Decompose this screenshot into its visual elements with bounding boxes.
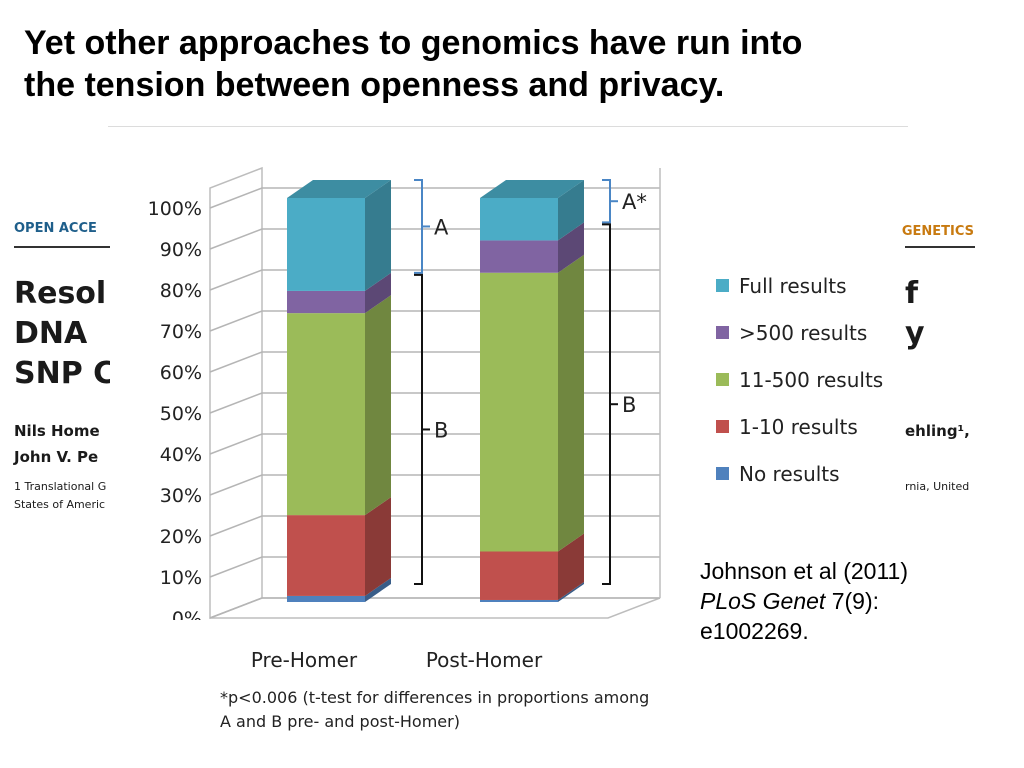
bar-segment-side bbox=[558, 180, 584, 241]
legend-label: >500 results bbox=[739, 320, 868, 345]
chart-legend: Full results >500 results 11-500 results 1-… bbox=[716, 262, 883, 497]
y-tick-label: 80% bbox=[160, 280, 202, 302]
legend-item: Full results bbox=[716, 262, 883, 309]
paper-title-line-3: SNP C bbox=[14, 356, 116, 391]
bracket bbox=[602, 223, 611, 585]
bar-segment-side bbox=[558, 222, 584, 273]
title-divider bbox=[108, 126, 908, 127]
bar-segment-side bbox=[365, 295, 391, 516]
bar-segment bbox=[480, 272, 558, 552]
y-tick-label: 100% bbox=[148, 198, 202, 220]
legend-label: Full results bbox=[739, 273, 847, 298]
paper-title-right-2: y bbox=[905, 316, 925, 351]
bar-segment bbox=[287, 515, 365, 596]
category-label-pre-homer: Pre-Homer bbox=[250, 648, 358, 672]
gridline bbox=[209, 515, 660, 537]
footnote-line-2: A and B pre- and post-Homer) bbox=[220, 712, 460, 731]
gridline bbox=[209, 187, 660, 209]
citation-authors: Johnson et al (2011) bbox=[700, 558, 908, 584]
bar-segment-side bbox=[365, 272, 391, 314]
legend-swatch bbox=[716, 420, 729, 433]
gridline bbox=[209, 556, 660, 578]
y-tick-label: 50% bbox=[160, 403, 202, 425]
y-tick-label: 30% bbox=[160, 485, 202, 507]
bar-segment bbox=[480, 240, 558, 273]
open-access-logo: OPEN ACCE bbox=[14, 221, 97, 236]
bar-top bbox=[480, 180, 584, 198]
bar-segment bbox=[480, 551, 558, 600]
legend-item: >500 results bbox=[716, 309, 883, 356]
paper-rule-right bbox=[905, 246, 975, 248]
chart-floor bbox=[209, 597, 661, 619]
bar-segment bbox=[287, 313, 365, 516]
legend-item: 11-500 results bbox=[716, 356, 883, 403]
bar-segment-side bbox=[558, 533, 584, 600]
legend-swatch bbox=[716, 279, 729, 292]
citation-id: e1002269. bbox=[700, 618, 809, 644]
bracket-label: B bbox=[434, 418, 448, 442]
y-tick-label: 90% bbox=[160, 239, 202, 261]
y-tick-label: 70% bbox=[160, 321, 202, 343]
legend-swatch bbox=[716, 326, 729, 339]
slide-title-line-1: Yet other approaches to genomics have ru… bbox=[24, 24, 803, 62]
paper-authors-right: ehling¹, bbox=[905, 422, 970, 440]
bracket bbox=[414, 179, 423, 274]
bar-segment bbox=[287, 290, 365, 314]
bar-segment-side bbox=[365, 497, 391, 596]
bracket-label: A bbox=[434, 215, 449, 239]
open-access-logo-text: OPEN ACCE bbox=[14, 221, 97, 236]
bracket bbox=[414, 273, 423, 585]
legend-item: No results bbox=[716, 450, 883, 497]
bar-segment bbox=[287, 198, 365, 291]
stacked-bar-chart: 0% 10% 20% 30% 40% 50% 60% 70% 80% 90% 100% A B A* B bbox=[148, 166, 661, 620]
paper-title-line-1: Resol bbox=[14, 276, 107, 311]
paper-affiliation-line-2: States of Americ bbox=[14, 498, 106, 511]
footnote-line-1: *p<0.006 (t-test for differences in prop… bbox=[220, 688, 650, 707]
y-tick-label: 60% bbox=[160, 362, 202, 384]
category-label-post-homer: Post-Homer bbox=[425, 648, 543, 672]
side-wall bbox=[209, 166, 263, 620]
gridline bbox=[209, 269, 660, 291]
paper-authors-line-1: Nils Home bbox=[14, 422, 100, 440]
gridline bbox=[209, 310, 660, 332]
bar-segment bbox=[287, 595, 365, 602]
paper-title-line-2: DNA bbox=[14, 316, 88, 351]
bar-segment-side bbox=[365, 180, 391, 291]
chart-panel: 0% 10% 20% 30% 40% 50% 60% 70% 80% 90% 100% A B A* B bbox=[110, 150, 900, 620]
legend-label: 11-500 results bbox=[739, 367, 884, 392]
paper-affiliation-right: rnia, United bbox=[905, 480, 970, 493]
legend-swatch bbox=[716, 467, 729, 480]
slide-title-line-2: the tension between openness and privacy… bbox=[24, 66, 725, 104]
slide-title: Yet other approaches to genomics have ru… bbox=[24, 22, 984, 106]
paper-title-right-1: f bbox=[905, 276, 919, 311]
legend-swatch bbox=[716, 373, 729, 386]
paper-authors-line-2: John V. Pe bbox=[14, 448, 99, 466]
y-tick-label: 20% bbox=[160, 526, 202, 548]
bar-top bbox=[287, 180, 391, 198]
bar-segment bbox=[480, 599, 558, 602]
bracket-label: A* bbox=[622, 190, 647, 214]
bar-segment-side bbox=[365, 577, 391, 602]
gridline bbox=[209, 392, 660, 414]
chart-footnote: *p<0.006 (t-test for differences in prop… bbox=[220, 686, 720, 734]
paper-affiliation-line-1: 1 Translational G bbox=[14, 480, 107, 493]
bar-segment-side bbox=[558, 254, 584, 552]
y-tick-label: 0% bbox=[172, 608, 202, 620]
gridline bbox=[209, 474, 660, 496]
bracket-label: B bbox=[622, 393, 636, 417]
legend-label: No results bbox=[739, 461, 840, 486]
y-tick-label: 10% bbox=[160, 567, 202, 589]
y-tick-label: 40% bbox=[160, 444, 202, 466]
legend-label: 1-10 results bbox=[739, 414, 858, 439]
citation-journal: PLoS Genet bbox=[700, 588, 826, 614]
citation-volume: 7(9): bbox=[825, 588, 879, 614]
bracket bbox=[602, 179, 611, 224]
journal-name-fragment: GENETICS bbox=[901, 224, 974, 239]
bar-segment bbox=[480, 198, 558, 241]
citation: Johnson et al (2011) PLoS Genet 7(9): e1… bbox=[700, 556, 908, 646]
paper-rule-left bbox=[14, 246, 110, 248]
bar-segment-side bbox=[558, 581, 584, 602]
legend-item: 1-10 results bbox=[716, 403, 883, 450]
gridline bbox=[209, 351, 660, 373]
